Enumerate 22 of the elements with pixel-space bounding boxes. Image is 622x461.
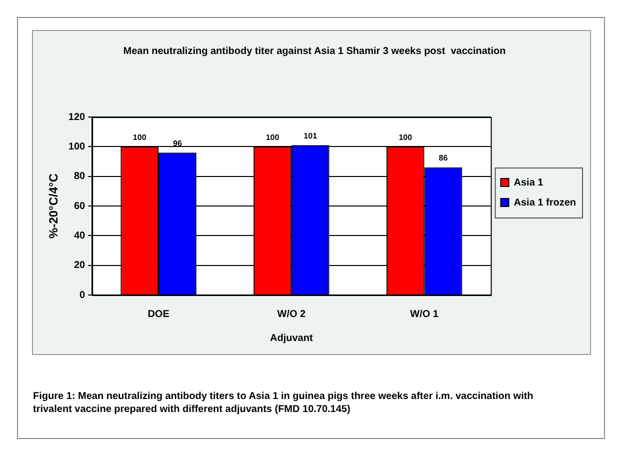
caption: Figure 1: Mean neutralizing antibody titers to Asia 1 in guinea pigs three weeks after i.m. vaccination with trivalent vaccine prepared with different adjuvants (FMD 10.70.145) xyxy=(33,390,534,416)
y-axis-title: %-20°C/4°C xyxy=(46,173,61,238)
chart-title: Mean neutralizing antibody titer against Asia 1 Shamir 3 weeks post vaccination xyxy=(123,46,506,57)
data-label: 100 xyxy=(398,132,413,142)
data-label: 101 xyxy=(304,131,318,140)
x-tick-label: W/O 2 xyxy=(277,308,306,320)
x-tick-label: DOE xyxy=(148,308,170,320)
data-label: 100 xyxy=(132,132,147,142)
legend-label: Asia 1 xyxy=(514,177,544,188)
y-tick-label: 80 xyxy=(74,171,86,182)
y-tick-label: 60 xyxy=(74,200,86,212)
y-tick-label: 40 xyxy=(74,230,86,242)
x-tick-label: W/O 1 xyxy=(410,308,439,320)
data-label: 100 xyxy=(266,132,280,142)
x-axis-title: Adjuvant xyxy=(270,332,314,344)
data-label: 96 xyxy=(173,138,182,148)
legend-label: Asia 1 frozen xyxy=(514,197,576,208)
y-tick-label: 20 xyxy=(74,260,86,272)
data-label: 86 xyxy=(438,154,448,163)
y-tick-label: 120 xyxy=(68,112,86,123)
y-tick-label: 0 xyxy=(80,290,86,301)
y-tick-label: 100 xyxy=(68,141,86,152)
